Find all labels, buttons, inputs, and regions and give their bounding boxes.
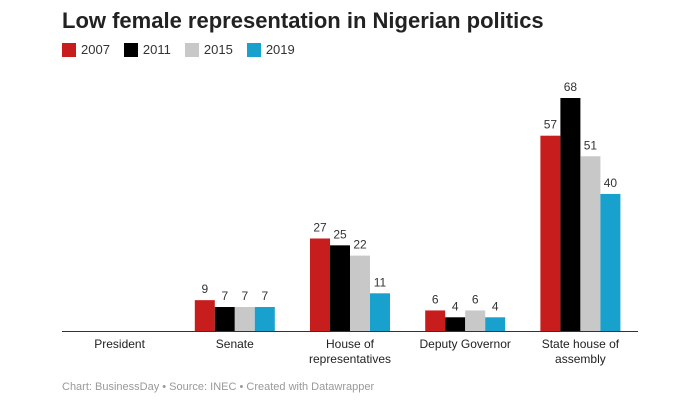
chart-footer: Chart: BusinessDay • Source: INEC • Crea… (62, 381, 375, 393)
legend-item: 2015 (184, 42, 233, 57)
data-label: 9 (201, 282, 208, 296)
x-tick-label: State house of (542, 337, 620, 351)
legend-swatch (184, 42, 199, 57)
data-label: 7 (221, 289, 228, 303)
legend: 2007 2011 2015 2019 (62, 42, 295, 57)
legend-swatch (62, 42, 76, 57)
bar (310, 238, 330, 331)
bar (350, 255, 370, 331)
bar (600, 193, 621, 331)
data-label: 68 (564, 80, 578, 94)
x-tick-label: House of (326, 337, 375, 351)
bar (580, 156, 601, 331)
data-label: 11 (374, 275, 387, 289)
bar (254, 307, 275, 331)
data-label: 57 (544, 118, 558, 132)
legend-label: 2007 (81, 42, 110, 57)
bar (194, 300, 215, 331)
bar (330, 245, 350, 331)
legend-swatch (123, 42, 138, 57)
legend-item: 2011 (123, 42, 171, 57)
x-tick-label: representatives (309, 352, 391, 366)
data-label: 22 (353, 238, 367, 252)
bar (370, 293, 390, 331)
legend-swatch (246, 42, 261, 57)
bar (540, 135, 561, 331)
bar (234, 307, 255, 331)
bar (485, 317, 506, 331)
data-label: 40 (604, 176, 618, 190)
data-label: 4 (492, 299, 499, 313)
data-label: 25 (333, 227, 347, 241)
data-label: 4 (452, 299, 459, 313)
data-label: 7 (261, 289, 268, 303)
bar (425, 310, 446, 331)
data-label: 7 (241, 289, 248, 303)
legend-label: 2019 (265, 42, 295, 57)
x-tick-label: assembly (555, 352, 606, 366)
legend-label: 2015 (203, 42, 233, 57)
bar (445, 317, 466, 331)
data-label: 6 (472, 292, 479, 306)
bar (560, 98, 581, 331)
bar (465, 310, 486, 331)
legend-item: 2007 (62, 42, 110, 57)
x-tick-label: President (94, 337, 145, 351)
x-tick-label: Senate (216, 337, 254, 351)
data-label: 51 (584, 138, 598, 152)
legend-label: 2011 (142, 42, 171, 57)
chart-title: Low female representation in Nigerian po… (62, 8, 544, 33)
legend-item: 2019 (246, 42, 295, 57)
x-tick-label: Deputy Governor (420, 337, 511, 351)
data-label: 6 (432, 292, 439, 306)
data-label: 27 (313, 220, 327, 234)
bar (214, 307, 235, 331)
